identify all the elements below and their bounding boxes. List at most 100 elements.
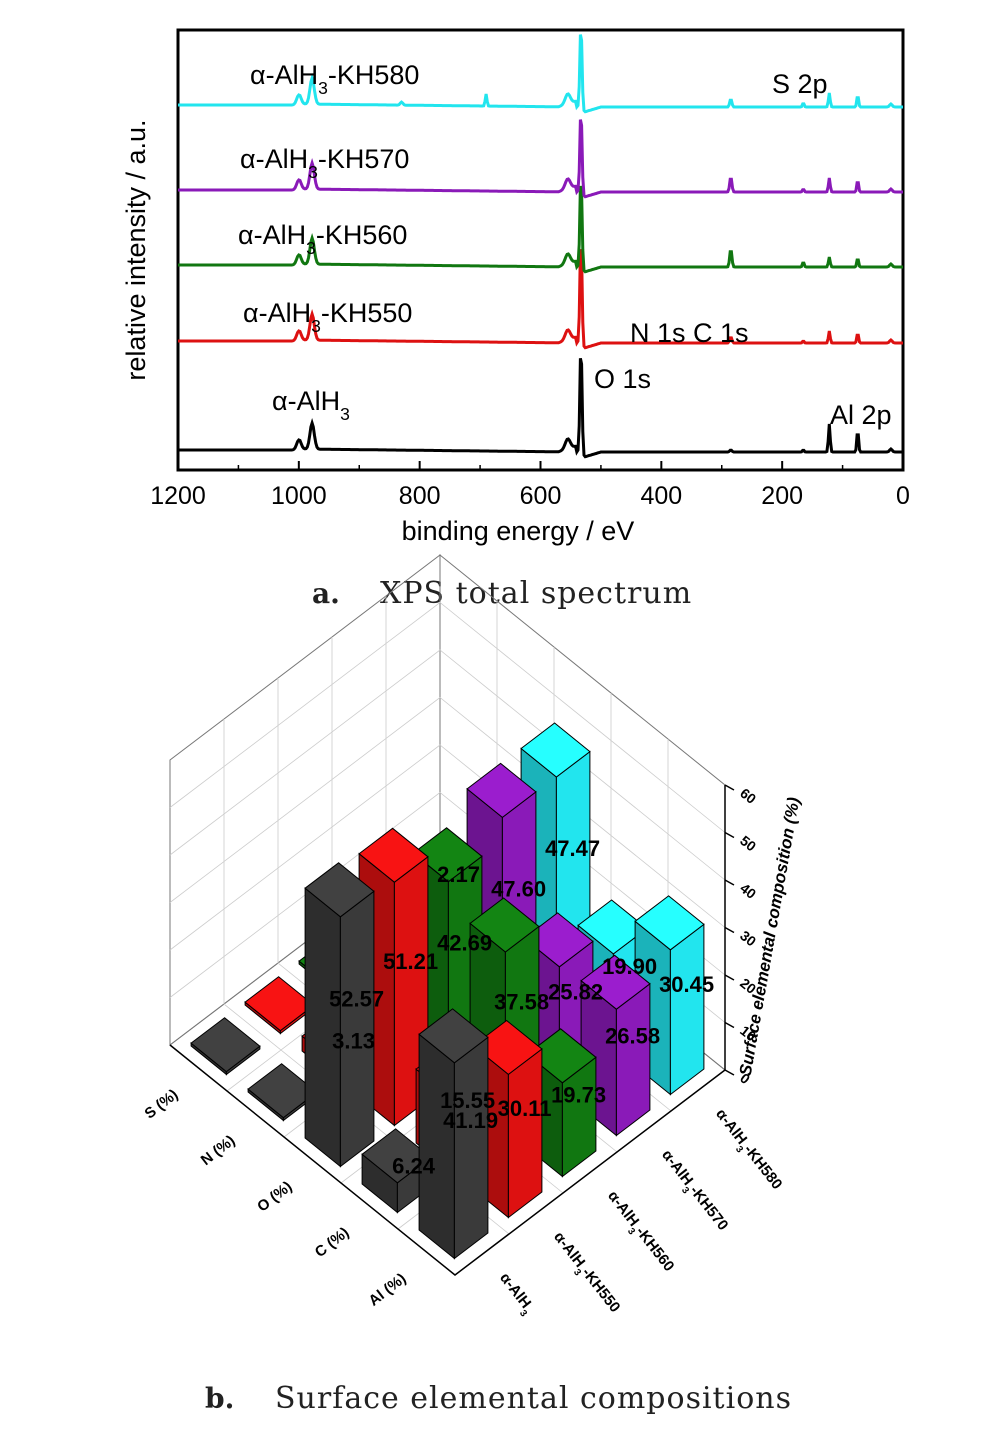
caption-letter-b: b.	[205, 1382, 234, 1415]
spectrum-line-3	[178, 119, 903, 199]
series-label-0: α-AlH3	[272, 386, 350, 424]
spectrum-line-2	[178, 185, 903, 274]
peak-label: S 2p	[772, 69, 828, 99]
value-label: 2.17	[437, 862, 480, 887]
series-label-4: α-AlH3-KH580	[250, 60, 419, 98]
value-label: 37.58	[494, 990, 549, 1015]
caption-a: XPS total spectrum	[380, 576, 692, 611]
value-label: 47.60	[491, 876, 546, 901]
element-label: N (%)	[198, 1132, 239, 1169]
bar-face-top	[304, 862, 375, 918]
value-label: 52.57	[329, 987, 384, 1012]
value-label: 30.45	[659, 972, 714, 997]
caption-letter-a: a.	[312, 577, 340, 610]
bar-face-left	[418, 1033, 455, 1260]
x-tick-label: 400	[640, 482, 682, 510]
bar-face-top	[418, 1008, 489, 1064]
value-label: 51.21	[383, 949, 438, 974]
sample-label: α-AlH3-KH570	[655, 1147, 732, 1237]
sample-label: α-AlH3	[493, 1270, 538, 1320]
bar-face-top	[358, 827, 429, 883]
sample-label: α-AlH3-KH550	[547, 1229, 624, 1319]
bar-face-top	[466, 762, 537, 819]
x-axis-ticks: 1200 1000 800 600 400 200 0	[150, 461, 910, 510]
element-label: Al (%)	[366, 1270, 410, 1310]
z-tick-label: 40	[737, 880, 759, 902]
bar-face-front	[615, 982, 651, 1137]
value-label: 25.82	[548, 979, 603, 1004]
element-label: S (%)	[141, 1086, 181, 1122]
spectrum-line-4	[178, 34, 903, 114]
bar-face-top	[190, 1017, 261, 1073]
z-tick-label: 50	[737, 832, 759, 854]
spectrum-line-1	[178, 248, 903, 350]
z-tick-label: 60	[737, 785, 759, 807]
sample-label: α-AlH3-KH580	[709, 1106, 786, 1196]
value-label: 19.90	[602, 954, 657, 979]
z-tick-mark	[724, 879, 735, 886]
value-label: 15.55	[440, 1088, 495, 1113]
front-axes	[169, 1044, 726, 1276]
grid-line	[169, 649, 726, 881]
z-tick-mark	[724, 1021, 735, 1029]
value-label: 26.58	[605, 1023, 660, 1048]
bar-0-4	[418, 1008, 489, 1260]
peak-label: Al 2p	[830, 400, 892, 430]
x-tick-label: 1000	[271, 482, 327, 510]
series-label-2: α-AlH3-KH560	[238, 220, 407, 258]
value-label: 19.73	[551, 1082, 606, 1107]
bar-face-front	[507, 1047, 543, 1219]
x-tick-label: 800	[399, 482, 441, 510]
grid-line	[169, 696, 726, 928]
element-label: O (%)	[254, 1178, 295, 1216]
composition-3d-panel: 52.57 6.24 41.19 3.13 51.21 15.55 30.11 42.69 37…	[141, 553, 804, 1416]
3d-bars	[190, 722, 705, 1260]
xps-spectrum-panel: 1200 1000 800 600 400 200 0 α-AlH3 α-AlH3-KH550…	[121, 28, 910, 611]
x-tick-label: 0	[896, 482, 910, 510]
x-tick-label: 600	[520, 482, 562, 510]
x-tick-label: 1200	[150, 482, 206, 510]
bar-1-0	[244, 976, 315, 1035]
bar-value-labels: 52.57 6.24 41.19 3.13 51.21 15.55 30.11 42.69 37…	[329, 836, 714, 1179]
x-tick-label: 200	[761, 482, 803, 510]
bar-face-top	[469, 897, 540, 953]
value-label: 41.19	[443, 1108, 498, 1133]
peak-label: N 1s C 1s	[630, 318, 749, 348]
sample-label: α-AlH3-KH560	[601, 1188, 678, 1278]
series-labels: α-AlH3 α-AlH3-KH550 α-AlH3-KH560 α-AlH3-KH5…	[238, 60, 419, 424]
z-tick-mark	[724, 1069, 735, 1076]
series-label-3: α-AlH3-KH570	[240, 144, 409, 182]
bar-0-2	[304, 862, 375, 1168]
value-label: 3.13	[332, 1029, 375, 1054]
z-tick-mark	[724, 831, 735, 839]
bar-face-left	[304, 887, 341, 1168]
bar-face-top	[580, 954, 651, 1010]
caption-b: Surface elemental compositions	[275, 1381, 792, 1416]
value-label: 6.24	[392, 1154, 436, 1179]
bar-face-top	[520, 722, 591, 778]
peak-label: O 1s	[594, 364, 651, 394]
spectrum-lines	[178, 34, 903, 459]
bar-face-front	[453, 1036, 489, 1260]
value-label: 30.11	[498, 1096, 552, 1121]
grid-line	[169, 601, 726, 833]
element-label: C (%)	[312, 1224, 353, 1261]
bar-face-front	[669, 923, 705, 1096]
value-label: 47.47	[545, 836, 600, 861]
peak-labels: O 1s N 1s C 1s S 2p Al 2p	[594, 69, 892, 430]
spectrum-line-0	[178, 357, 903, 459]
series-label-1: α-AlH3-KH550	[243, 298, 412, 336]
y-axis-title: relative intensity / a.u.	[121, 119, 151, 380]
z-tick-label: 30	[737, 927, 759, 949]
z-tick-mark	[724, 974, 735, 981]
z-tick-mark	[724, 784, 735, 791]
bar-face-top	[244, 976, 315, 1032]
bar-0-0	[190, 1017, 261, 1076]
x-axis-title: binding energy / eV	[402, 516, 635, 546]
grid-line	[169, 744, 726, 976]
bar-face-top	[634, 895, 705, 951]
value-label: 42.69	[437, 930, 492, 955]
z-tick-mark	[724, 926, 735, 934]
